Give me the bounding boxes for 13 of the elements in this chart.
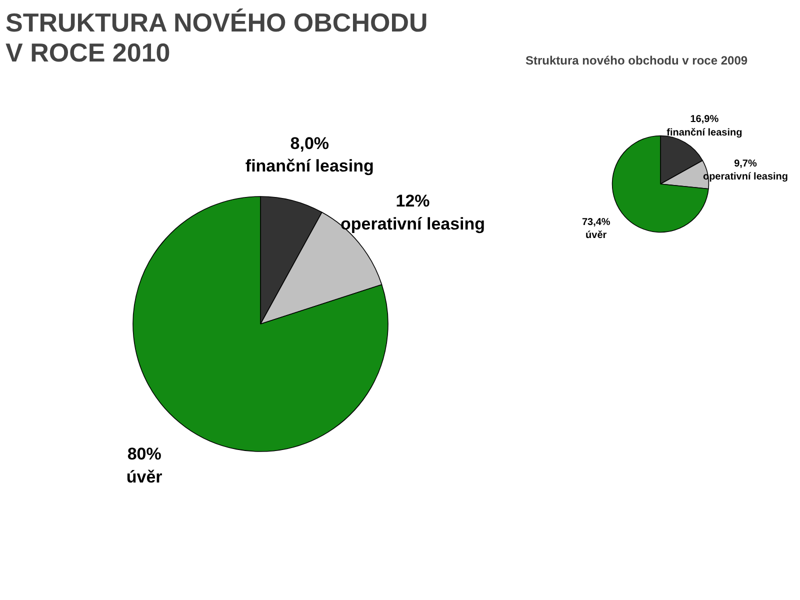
data-label: 12% xyxy=(396,192,430,211)
slice-label: operativní leasing xyxy=(340,214,486,234)
chart-title: Struktura nového obchodu v roce 2009 xyxy=(526,54,748,68)
slice-label: finanční leasing xyxy=(245,156,374,176)
chart-title: STRUKTURA NOVÉHO OBCHODU V ROCE 2010 xyxy=(6,8,428,68)
slice-label: úvěr xyxy=(126,467,163,486)
data-label: 73,4% xyxy=(582,216,610,228)
data-label: 80% xyxy=(127,444,162,464)
data-label: 9,7% xyxy=(734,158,757,170)
data-label: 8,0% xyxy=(290,134,330,153)
slice-label: úvěr xyxy=(586,230,607,241)
slice-label: finanční leasing xyxy=(666,127,742,138)
data-label: 16,9% xyxy=(690,114,719,126)
